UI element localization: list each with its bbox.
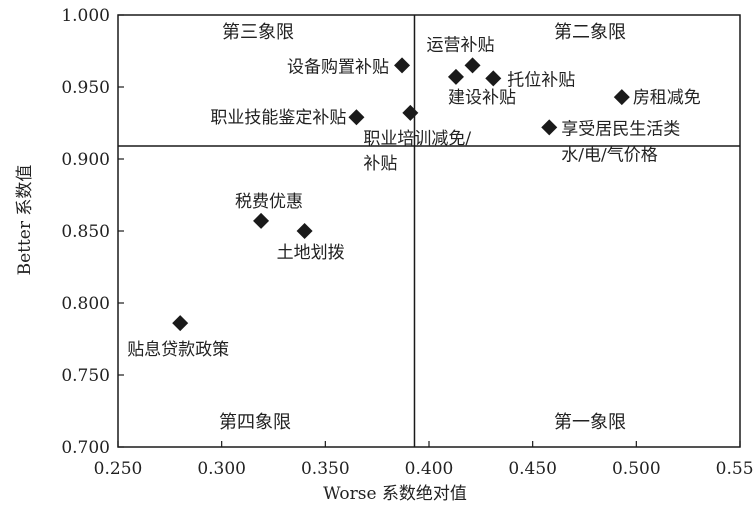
data-point <box>348 109 365 126</box>
data-points <box>172 57 630 332</box>
x-tick-label: 0.550 <box>716 459 753 479</box>
y-tick-label: 0.900 <box>61 150 110 170</box>
data-point <box>394 57 411 74</box>
tick-labels: 0.250 0.300 0.350 0.400 0.450 0.500 0.550 0.700… <box>61 6 753 479</box>
quadrant-dividers <box>118 15 740 447</box>
y-tick-label: 0.800 <box>61 294 110 314</box>
quadrant-label-q3: 第三象限 <box>222 22 294 43</box>
data-point-label: 享受居民生活类水/电/气价格 <box>561 119 680 165</box>
data-point-label: 托位补贴 <box>507 70 575 90</box>
data-point-label: 贴息贷款政策 <box>127 340 229 360</box>
y-axis-title: Better 系数值 <box>15 165 35 276</box>
data-point <box>464 57 481 74</box>
data-point-label: 职业培训减免/补贴 <box>363 129 471 174</box>
y-tick-label: 1.000 <box>61 6 110 26</box>
data-point <box>172 315 189 332</box>
data-point <box>613 89 630 106</box>
data-point-label: 房租减免 <box>633 88 701 108</box>
data-point-label: 设备购置补贴 <box>287 57 389 77</box>
x-tick-label: 0.250 <box>94 459 143 479</box>
data-point <box>447 68 464 85</box>
data-point-label: 税费优惠 <box>235 192 303 212</box>
x-tick-label: 0.400 <box>405 459 454 479</box>
data-point-label: 职业技能鉴定补贴 <box>210 108 346 128</box>
axes <box>117 14 741 448</box>
y-tick-label: 0.850 <box>61 222 110 242</box>
x-tick-label: 0.450 <box>508 459 557 479</box>
x-tick-label: 0.300 <box>197 459 246 479</box>
quadrant-label-q2: 第二象限 <box>554 22 626 43</box>
data-point <box>296 223 313 239</box>
data-point <box>402 104 419 121</box>
data-point <box>541 119 558 136</box>
quadrant-label-q4: 第四象限 <box>219 412 291 433</box>
x-axis-title: Worse 系数绝对值 <box>323 484 467 504</box>
data-point <box>253 212 270 229</box>
quadrant-label-q1: 第一象限 <box>554 412 626 433</box>
data-point <box>485 70 502 87</box>
data-point-label: 建设补贴 <box>448 88 516 108</box>
y-tick-label: 0.700 <box>61 438 110 458</box>
y-tick-label: 0.950 <box>61 78 110 98</box>
x-tick-label: 0.350 <box>301 459 350 479</box>
y-tick-label: 0.750 <box>61 366 110 386</box>
x-tick-label: 0.500 <box>612 459 661 479</box>
data-point-label: 土地划拨 <box>277 243 345 263</box>
plot-frame <box>117 14 741 448</box>
data-point-label: 运营补贴 <box>427 35 495 55</box>
